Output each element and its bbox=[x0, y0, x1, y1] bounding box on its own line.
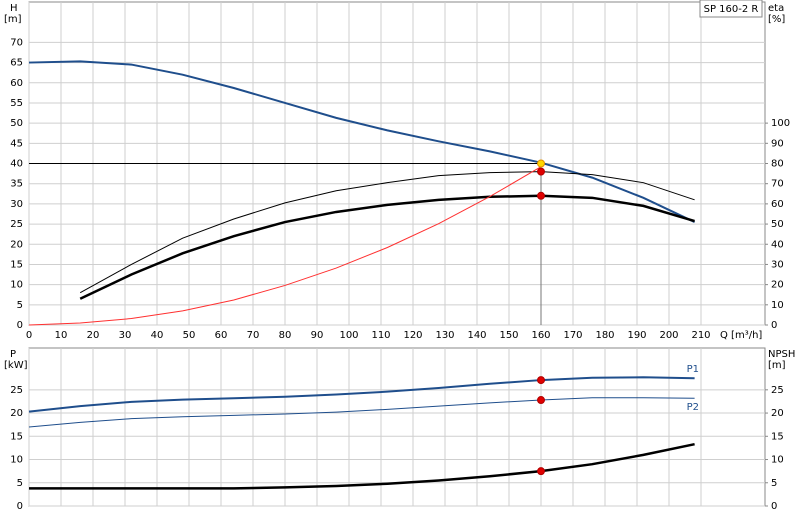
y-tick-label: 70 bbox=[10, 37, 23, 48]
y2-tick-label: 80 bbox=[771, 159, 784, 170]
x-axis-label: Q [m³/h] bbox=[720, 330, 762, 341]
x-tick-label: 30 bbox=[119, 330, 132, 341]
x-tick-label: 20 bbox=[87, 330, 100, 341]
y-tick-label: 35 bbox=[10, 179, 23, 190]
x-tick-label: 0 bbox=[26, 330, 32, 341]
y-tick-label: 55 bbox=[10, 98, 23, 109]
operating-point bbox=[537, 159, 545, 168]
y2-tick-label: 50 bbox=[771, 219, 784, 230]
y-tick-label: 20 bbox=[10, 408, 23, 419]
series-label: P1 bbox=[687, 364, 699, 375]
x-tick-label: 200 bbox=[659, 330, 678, 341]
x-tick-label: 150 bbox=[499, 330, 518, 341]
y2-tick-label: 90 bbox=[771, 138, 784, 149]
x-tick-label: 120 bbox=[403, 330, 422, 341]
x-tick-label: 190 bbox=[627, 330, 646, 341]
y2-tick-label: 20 bbox=[771, 408, 784, 419]
y-tick-label: 0 bbox=[17, 501, 23, 512]
operating-point bbox=[537, 191, 545, 200]
x-tick-label: 160 bbox=[531, 330, 550, 341]
x-tick-label: 130 bbox=[435, 330, 454, 341]
y2-tick-label: 25 bbox=[771, 385, 784, 396]
x-tick-label: 60 bbox=[215, 330, 228, 341]
y-tick-label: 25 bbox=[10, 219, 23, 230]
x-tick-label: 10 bbox=[55, 330, 68, 341]
x-tick-label: 50 bbox=[183, 330, 196, 341]
y-tick-label: 10 bbox=[10, 280, 23, 291]
y-tick-label: 60 bbox=[10, 78, 23, 89]
operating-point bbox=[537, 167, 545, 176]
y-tick-label: 15 bbox=[10, 259, 23, 270]
x-tick-label: 180 bbox=[595, 330, 614, 341]
series-label: P2 bbox=[687, 402, 699, 413]
y2-axis-label: eta bbox=[768, 3, 784, 14]
series-line bbox=[28, 60, 696, 223]
legend-box bbox=[699, 0, 763, 18]
operating-point bbox=[537, 376, 545, 385]
y-tick-label: 5 bbox=[17, 478, 23, 489]
x-tick-label: 140 bbox=[467, 330, 486, 341]
y-tick-label: 45 bbox=[10, 138, 23, 149]
y2-tick-label: 0 bbox=[771, 501, 777, 512]
x-tick-label: 70 bbox=[247, 330, 260, 341]
y-tick-label: 0 bbox=[17, 320, 23, 331]
x-tick-label: 170 bbox=[563, 330, 582, 341]
series-line bbox=[79, 171, 695, 294]
y2-tick-label: 70 bbox=[771, 179, 784, 190]
operating-point bbox=[537, 467, 545, 476]
y2-tick-label: 100 bbox=[771, 118, 790, 129]
y-tick-label: 50 bbox=[10, 118, 23, 129]
series-line bbox=[28, 376, 695, 413]
y2-axis-unit: [%] bbox=[768, 14, 785, 25]
y2-tick-label: 20 bbox=[771, 280, 784, 291]
y-tick-label: 30 bbox=[10, 199, 23, 210]
series-line bbox=[29, 442, 695, 490]
y-tick-label: 25 bbox=[10, 385, 23, 396]
y-axis-unit: [m] bbox=[4, 14, 22, 25]
y2-tick-label: 30 bbox=[771, 259, 784, 270]
x-tick-label: 110 bbox=[371, 330, 390, 341]
x-tick-label: 80 bbox=[279, 330, 292, 341]
legend-title: SP 160-2 R bbox=[704, 4, 759, 15]
y-tick-label: 5 bbox=[17, 300, 23, 311]
y-tick-label: 65 bbox=[10, 58, 23, 69]
y-tick-label: 40 bbox=[10, 159, 23, 170]
y-axis-label: P bbox=[10, 349, 16, 360]
y2-tick-label: 15 bbox=[771, 431, 784, 442]
y2-tick-label: 5 bbox=[771, 478, 777, 489]
y2-tick-label: 10 bbox=[771, 455, 784, 466]
series-line bbox=[79, 194, 695, 300]
y2-tick-label: 60 bbox=[771, 199, 784, 210]
y-axis-label: H bbox=[10, 3, 18, 14]
y2-tick-label: 0 bbox=[771, 320, 777, 331]
y2-tick-label: 40 bbox=[771, 239, 784, 250]
y2-axis-label: NPSH bbox=[768, 349, 795, 360]
y-tick-label: 10 bbox=[10, 455, 23, 466]
y-axis-unit: [kW] bbox=[4, 360, 28, 371]
x-tick-label: 210 bbox=[691, 330, 710, 341]
operating-point bbox=[537, 396, 545, 405]
x-tick-label: 100 bbox=[339, 330, 358, 341]
y2-axis-unit: [m] bbox=[768, 360, 786, 371]
series-line bbox=[28, 397, 695, 428]
x-tick-label: 90 bbox=[311, 330, 324, 341]
x-tick-label: 40 bbox=[151, 330, 164, 341]
y-tick-label: 15 bbox=[10, 431, 23, 442]
y2-tick-label: 10 bbox=[771, 300, 784, 311]
y-tick-label: 20 bbox=[10, 239, 23, 250]
series-line bbox=[28, 166, 542, 326]
